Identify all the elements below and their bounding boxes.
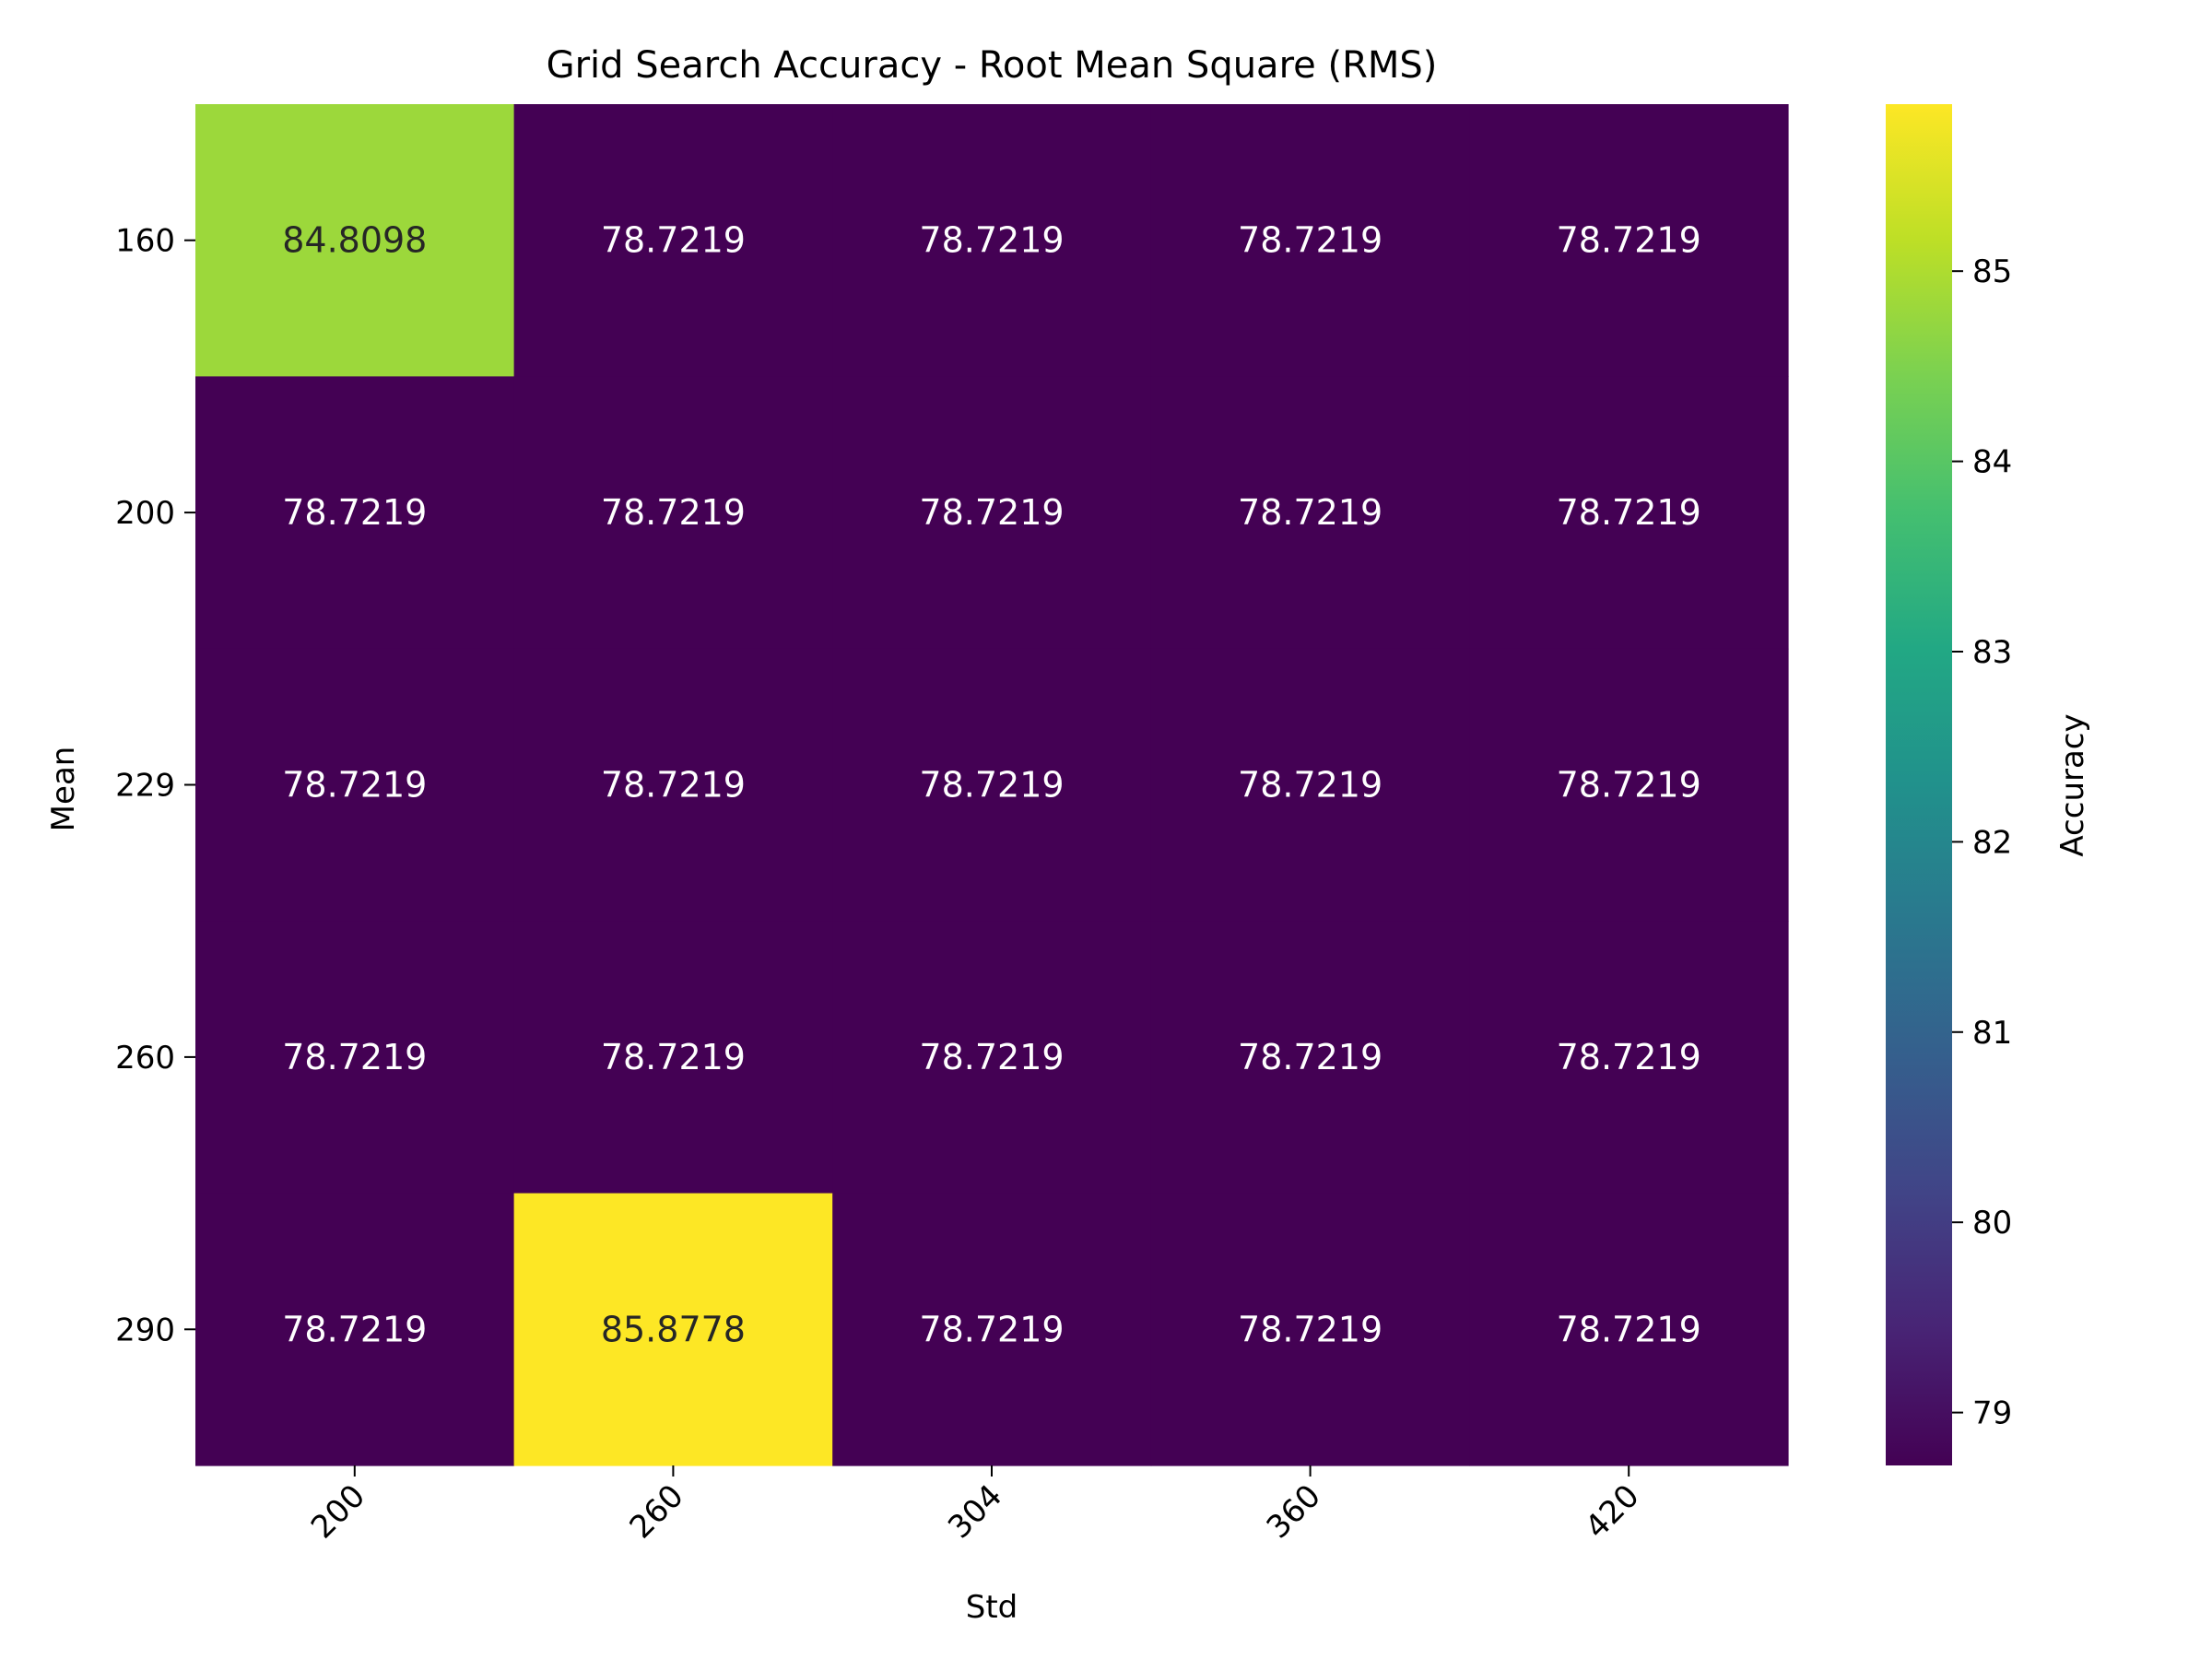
cell-value-label: 78.7219: [1557, 492, 1701, 533]
heatmap-cell: [1469, 376, 1789, 650]
heatmap-cell: [195, 104, 515, 377]
y-tick-label: 200: [115, 495, 175, 532]
heatmap-cell: [195, 648, 515, 922]
colorbar-tick-label: 80: [1972, 1205, 2012, 1241]
chart-title: Grid Search Accuracy - Root Mean Square …: [547, 44, 1438, 87]
heatmap-cell: [832, 104, 1152, 377]
heatmap-cell: [832, 648, 1152, 922]
cell-value-label: 78.7219: [1238, 220, 1382, 261]
cell-value-label: 78.7219: [282, 1037, 427, 1077]
heatmap-cell: [1150, 921, 1470, 1194]
heatmap-cell: [513, 104, 833, 377]
heatmap-cell: [1469, 648, 1789, 922]
cell-value-label: 78.7219: [1557, 765, 1701, 806]
heatmap-cell: [1150, 1193, 1470, 1466]
colorbar-ticks: 79 80 81 82 83 84 85: [1952, 253, 2012, 1432]
x-tick-label: 260: [623, 1477, 691, 1546]
x-tick-label: 420: [1578, 1477, 1646, 1546]
heatmap-cell: [1150, 648, 1470, 922]
y-tick-label: 290: [115, 1312, 175, 1348]
cell-value-label: 78.7219: [1238, 492, 1382, 533]
cell-value-label: 78.7219: [601, 492, 746, 533]
cell-value-label: 78.7219: [919, 765, 1064, 806]
cell-value-label: 84.8098: [282, 220, 427, 261]
x-axis-ticks: 200 260 304 360 420: [304, 1465, 1647, 1546]
colorbar-label: Accuracy: [2054, 713, 2091, 856]
colorbar-tick-label: 85: [1972, 253, 2012, 290]
cell-value-label: 78.7219: [1238, 765, 1382, 806]
heatmap-cell: [513, 921, 833, 1194]
heatmap-cell: [832, 921, 1152, 1194]
heatmap-cell: [1150, 104, 1470, 377]
heatmap-cell: [832, 376, 1152, 650]
heatmap-cells: [195, 104, 1789, 1466]
cell-value-label: 78.7219: [1557, 220, 1701, 261]
y-axis-ticks: 160 200 229 260 290: [115, 223, 195, 1348]
x-axis-label: Std: [966, 1589, 1018, 1626]
y-axis-label: Mean: [45, 747, 82, 832]
x-tick-label: 360: [1260, 1477, 1328, 1546]
colorbar-tick-label: 79: [1972, 1395, 2012, 1432]
y-tick-label: 260: [115, 1040, 175, 1077]
colorbar: [1886, 104, 1952, 1465]
heatmap-cell: [1469, 921, 1789, 1194]
heatmap-cell: [513, 1193, 833, 1466]
cell-value-label: 78.7219: [282, 765, 427, 806]
heatmap-cell: [513, 648, 833, 922]
cell-value-label: 78.7219: [282, 1309, 427, 1349]
cell-value-label: 78.7219: [601, 1037, 746, 1077]
heatmap-cell: [195, 1193, 515, 1466]
x-tick-label: 200: [304, 1477, 372, 1546]
x-tick-label: 304: [941, 1477, 1009, 1546]
cell-value-label: 78.7219: [601, 220, 746, 261]
cell-value-label: 78.7219: [1557, 1309, 1701, 1349]
heatmap-cell: [195, 376, 515, 650]
cell-value-label: 78.7219: [601, 765, 746, 806]
colorbar-tick-label: 84: [1972, 444, 2012, 481]
heatmap-cell: [1469, 1193, 1789, 1466]
cell-value-label: 78.7219: [1238, 1309, 1382, 1349]
heatmap-cell: [195, 921, 515, 1194]
cell-value-label: 78.7219: [1238, 1037, 1382, 1077]
heatmap-cell: [513, 376, 833, 650]
heatmap-cell: [1150, 376, 1470, 650]
colorbar-tick-label: 82: [1972, 824, 2012, 861]
heatmap-cell-labels: 84.8098 78.7219 78.7219 78.7219 78.7219 78.72…: [282, 220, 1701, 1350]
cell-value-label: 78.7219: [282, 492, 427, 533]
y-tick-label: 160: [115, 223, 175, 260]
cell-value-label: 78.7219: [1557, 1037, 1701, 1077]
cell-value-label: 78.7219: [919, 220, 1064, 261]
heatmap-cell: [1469, 104, 1789, 377]
cell-value-label: 78.7219: [919, 1037, 1064, 1077]
cell-value-label: 85.8778: [601, 1309, 746, 1349]
colorbar-tick-label: 83: [1972, 634, 2012, 671]
cell-value-label: 78.7219: [919, 1309, 1064, 1349]
cell-value-label: 78.7219: [919, 492, 1064, 533]
y-tick-label: 229: [115, 768, 175, 805]
colorbar-tick-label: 81: [1972, 1015, 2012, 1052]
heatmap-cell: [832, 1193, 1152, 1466]
